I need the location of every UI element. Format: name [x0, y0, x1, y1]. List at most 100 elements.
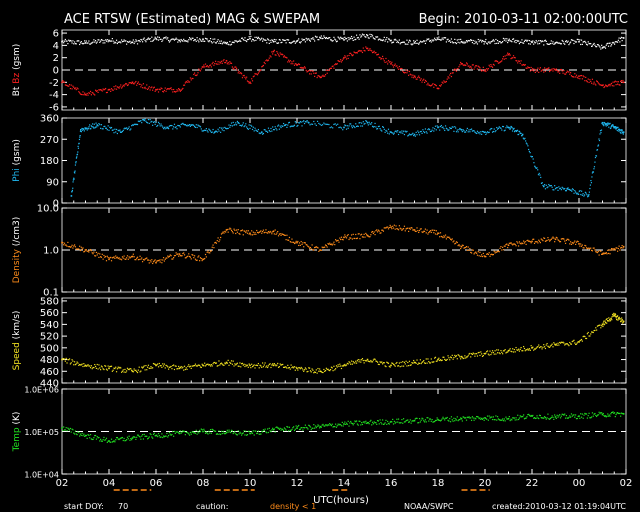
data-point — [564, 43, 566, 45]
data-point — [528, 43, 530, 45]
data-point — [157, 260, 160, 262]
data-point — [568, 239, 570, 241]
data-point — [498, 419, 500, 421]
data-point — [414, 418, 416, 420]
data-point — [590, 249, 593, 251]
data-point — [512, 38, 515, 40]
data-point — [562, 40, 564, 43]
data-point — [212, 244, 214, 246]
data-point — [427, 128, 429, 131]
data-point — [395, 39, 397, 41]
data-point — [159, 38, 161, 40]
data-point — [421, 361, 423, 364]
data-point — [359, 238, 361, 240]
data-point — [439, 84, 441, 87]
data-point — [352, 54, 354, 56]
data-point — [579, 39, 581, 41]
data-point — [585, 337, 587, 340]
data-point — [214, 38, 216, 40]
data-point — [236, 231, 239, 233]
data-point — [221, 232, 223, 234]
data-point — [612, 81, 614, 83]
data-point — [371, 125, 374, 127]
data-point — [536, 415, 538, 417]
data-point — [193, 257, 195, 259]
data-point — [183, 84, 186, 86]
data-point — [93, 93, 95, 95]
data-point — [273, 49, 275, 51]
data-point — [239, 72, 241, 74]
data-point — [613, 126, 616, 129]
data-point — [242, 75, 244, 77]
data-point — [260, 132, 262, 134]
data-point — [70, 431, 72, 433]
data-point — [225, 41, 227, 44]
data-point — [387, 362, 390, 364]
data-point — [95, 90, 98, 92]
data-point — [197, 72, 199, 74]
data-point — [543, 71, 545, 73]
data-point — [150, 366, 152, 368]
data-point — [203, 428, 205, 430]
data-point — [591, 176, 593, 178]
data-point — [162, 128, 165, 130]
data-point — [288, 122, 290, 124]
data-point — [232, 432, 234, 435]
data-point — [413, 420, 415, 422]
data-point — [455, 241, 458, 243]
data-point — [206, 130, 208, 132]
data-point — [511, 126, 513, 129]
data-point — [73, 364, 75, 366]
data-point — [267, 131, 269, 133]
data-point — [426, 38, 428, 40]
data-point — [474, 417, 476, 419]
data-point — [545, 418, 547, 420]
data-point — [418, 75, 420, 77]
data-point — [473, 68, 475, 70]
data-point — [62, 40, 64, 42]
data-point — [272, 364, 275, 367]
data-point — [140, 370, 142, 372]
data-point — [307, 428, 309, 430]
data-point — [284, 56, 286, 58]
data-point — [251, 366, 254, 368]
data-point — [210, 131, 212, 134]
data-point — [361, 358, 364, 360]
data-point — [275, 426, 277, 429]
data-point — [305, 426, 307, 429]
data-point — [95, 251, 98, 254]
data-point — [393, 39, 395, 41]
data-point — [81, 129, 84, 131]
data-point — [467, 39, 469, 42]
data-point — [571, 188, 574, 190]
data-point — [339, 60, 341, 63]
data-point — [89, 367, 92, 369]
data-point — [375, 360, 377, 362]
data-point — [98, 256, 100, 258]
data-point — [320, 76, 322, 78]
data-point — [589, 187, 591, 190]
data-point — [612, 313, 614, 315]
data-point — [523, 345, 525, 348]
data-point — [440, 419, 442, 421]
data-point — [153, 432, 155, 434]
data-point — [523, 40, 526, 42]
data-point — [313, 120, 315, 123]
data-point — [298, 122, 301, 124]
y-axis-label-part: Temp — [12, 427, 22, 452]
data-point — [207, 131, 209, 133]
data-point — [231, 66, 233, 68]
data-point — [147, 364, 150, 366]
data-point — [374, 358, 376, 360]
x-tick-label: 14 — [338, 478, 351, 489]
data-point — [601, 253, 603, 256]
data-point — [229, 431, 231, 433]
data-point — [582, 41, 584, 43]
data-point — [517, 418, 520, 421]
data-point — [501, 351, 503, 353]
data-point — [231, 363, 233, 365]
x-tick-label: 18 — [432, 478, 445, 489]
data-point — [333, 425, 335, 428]
data-point — [523, 347, 526, 350]
data-point — [607, 42, 609, 44]
